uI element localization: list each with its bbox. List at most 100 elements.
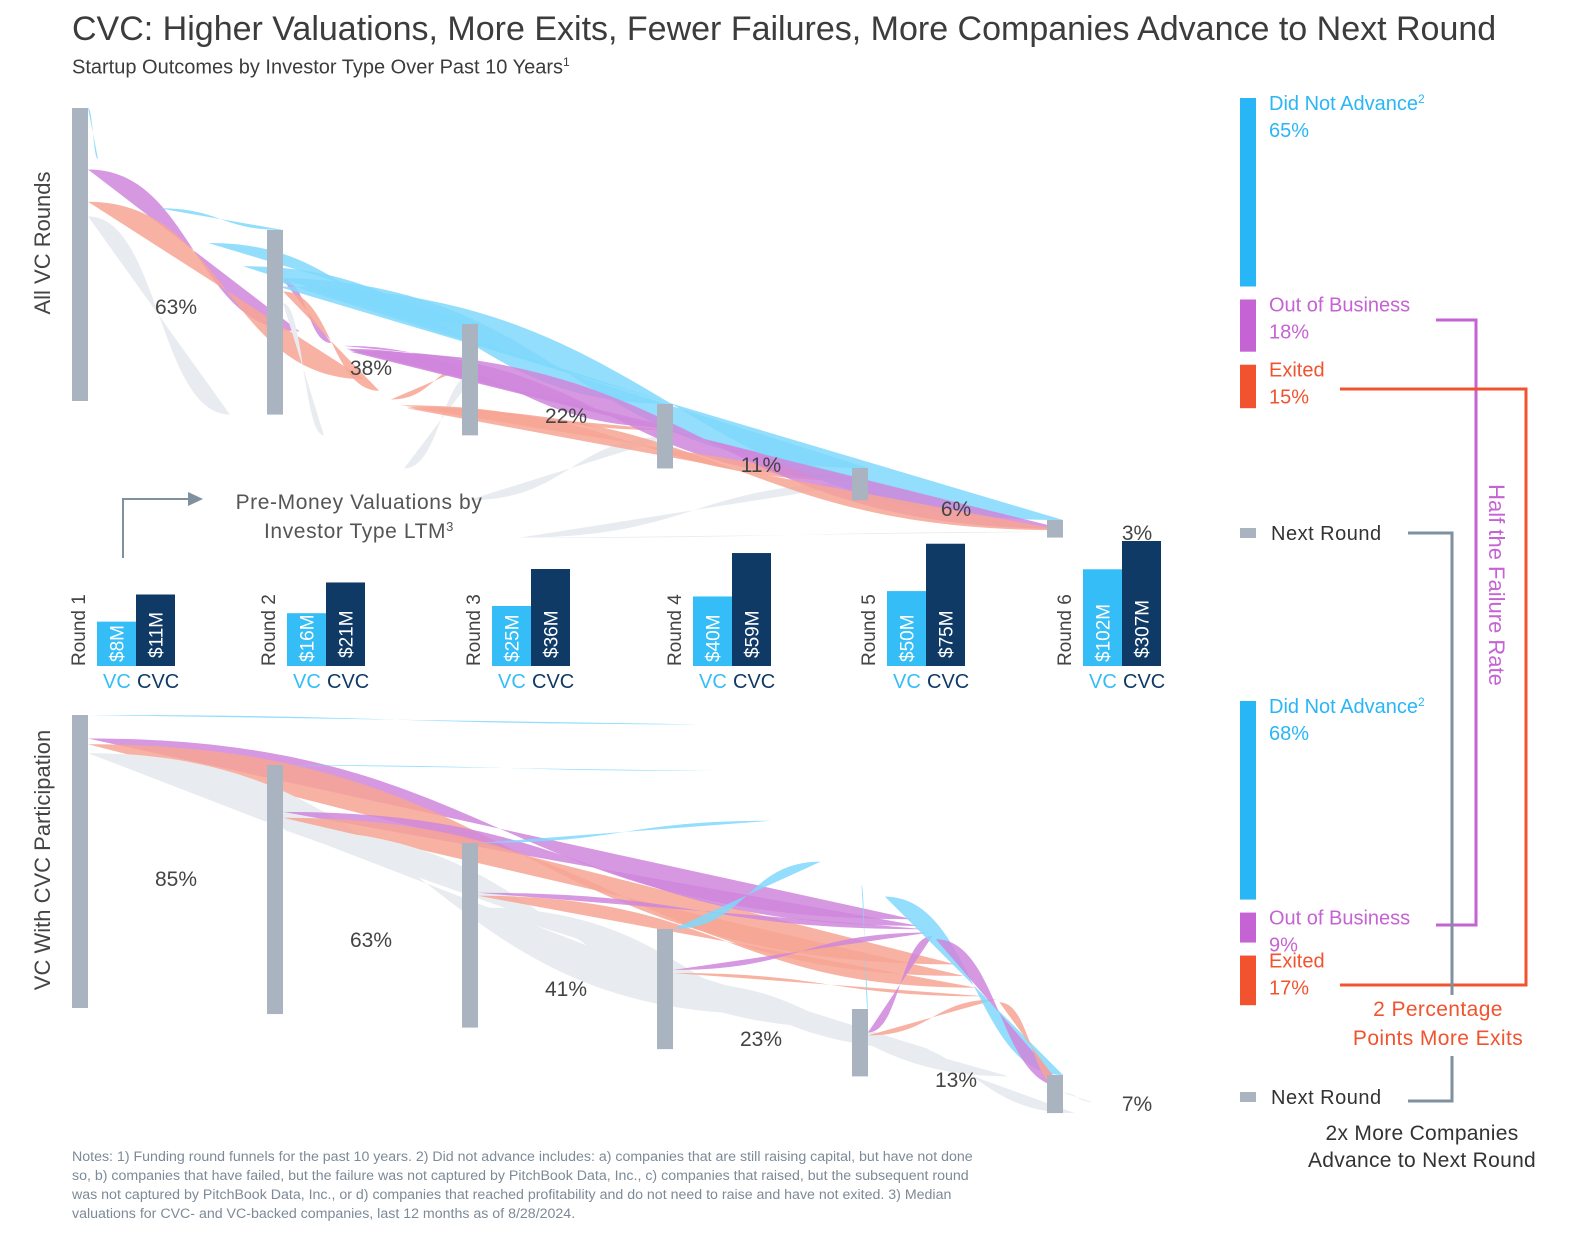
stage-percent-label: 11% (741, 454, 781, 477)
stage-percent-label: 23% (740, 1028, 782, 1051)
stage-bar-round-3 (462, 843, 478, 1028)
flow-out-of-business-round-1 (88, 169, 300, 332)
cvc-valuation-bar (326, 582, 365, 666)
cvc-legend-label: CVC (327, 671, 369, 693)
footnote-line: valuations for CVC- and VC-backed compan… (72, 1206, 576, 1222)
flows (88, 715, 1092, 1114)
cvc-valuation-bar (1122, 541, 1161, 666)
flow-exited-round-2 (283, 291, 380, 391)
out-of-business-label: Out of Business (1269, 908, 1410, 930)
flow-exited-round-6 (406, 408, 1063, 531)
footnotes: Notes: 1) Funding round funnels for the … (72, 1148, 1162, 1224)
stage-bar-round-2 (267, 230, 283, 415)
stage-bar-round-5 (852, 468, 868, 501)
stage-percent-label: 38% (350, 357, 392, 380)
flows (88, 108, 1063, 538)
round-label: Round 3 (464, 594, 485, 666)
panel-vc-with-cvc: 85% 63% 41% 23% 13% 7% Did Not Advance2 68% Out … (30, 695, 1425, 1116)
cvc-valuation-label: $307M (1133, 600, 1154, 658)
cvc-valuation-label: $75M (937, 610, 958, 658)
footnote-ref: 3 (446, 519, 454, 534)
exited-node (1240, 364, 1256, 409)
more-advance-line1: 2x More Companies (1325, 1122, 1518, 1145)
vc-valuation-label: $50M (898, 614, 919, 662)
stage-percent-label: 22% (545, 405, 587, 428)
vc-valuation-label: $8M (108, 625, 129, 662)
vc-valuation-bar (693, 596, 732, 666)
flow-exited-round-3 (478, 895, 976, 988)
cvc-legend-label: CVC (927, 671, 969, 693)
stage-percent-label: 7% (1122, 1093, 1152, 1116)
flow-out-of-business-round-5 (868, 935, 933, 1033)
valuation-title-line2: Investor Type LTM3 (264, 519, 454, 543)
next-round-node (1240, 528, 1256, 538)
next-round-label: Next Round (1271, 1087, 1382, 1109)
flow-did-not-advance-round-1 (88, 715, 701, 725)
stage-bar-round-2 (267, 765, 283, 1015)
footnote-ref: 2 (1418, 92, 1425, 106)
flow-did-not-advance-round-2 (283, 765, 725, 772)
flow-did-not-advance-round-2 (158, 208, 283, 230)
did-not-advance-node (1240, 701, 1256, 900)
did-not-advance-label: Did Not Advance2 (1269, 92, 1425, 115)
flow-out-of-business-round-4 (673, 932, 930, 971)
round-label: Round 2 (259, 594, 280, 666)
round-label: Round 1 (69, 594, 90, 666)
chart-subtitle: Startup Outcomes by Investor Type Over P… (72, 55, 570, 80)
flow-out-of-business-round-6 (350, 351, 1063, 529)
vc-legend-label: VC (293, 671, 321, 693)
flow-advance-round-6 (528, 531, 1063, 538)
vc-legend-label: VC (1089, 671, 1117, 693)
out-of-business-value: 9% (1269, 935, 1298, 957)
flow-exited-round-4 (673, 972, 988, 997)
flow-exited-round-6 (999, 1002, 1063, 1090)
annotation-brackets: Half the Failure Rate 2 Percentage Points … (1308, 318, 1536, 1172)
did-not-advance-label: Did Not Advance2 (1269, 695, 1425, 718)
out-of-business-node (1240, 912, 1256, 943)
cvc-valuation-label: $11M (147, 612, 168, 658)
cvc-legend-label: CVC (532, 671, 574, 693)
vc-valuation-label: $25M (503, 614, 524, 662)
round-label: Round 4 (665, 594, 686, 666)
stage-percent-label: 85% (155, 868, 197, 891)
out-of-business-label: Out of Business (1269, 295, 1410, 317)
exited-label: Exited (1269, 951, 1325, 973)
stage-bar-round-1 (72, 715, 88, 1008)
subtitle-footnote-ref: 1 (563, 55, 570, 69)
round-label: Round 6 (1055, 594, 1076, 666)
more-exits-line2: Points More Exits (1353, 1027, 1523, 1050)
next-round-node (1240, 1092, 1256, 1102)
footnote-line: so, b) companies that have failed, but t… (72, 1168, 969, 1184)
out-of-business-value: 18% (1269, 322, 1309, 344)
exits-bracket (1340, 387, 1528, 987)
footnote-ref: 2 (1418, 695, 1425, 709)
stage-percent-label: 63% (155, 296, 197, 319)
stage-percent-label: 6% (941, 498, 971, 521)
flow-did-not-advance-round-6 (884, 896, 1063, 1075)
stage-bar-round-6 (1047, 520, 1063, 538)
flow-advance-round-3 (404, 370, 478, 469)
vc-legend-label: VC (103, 671, 131, 693)
flow-did-not-advance-round-3 (478, 820, 772, 843)
flow-exited-round-5 (868, 999, 997, 1036)
valuation-arrow-head (188, 492, 203, 506)
did-not-advance-value: 65% (1269, 120, 1309, 142)
half-failure-label: Half the Failure Rate (1484, 484, 1509, 686)
advance-bracket (1408, 531, 1454, 1103)
stage-bar-round-4 (657, 404, 673, 469)
cvc-valuation-label: $36M (542, 610, 563, 658)
valuation-bars: $8M $11M Round 1 VC CVC $16M $21M Round 2 VC CVC $… (69, 491, 1165, 693)
flow-exited-round-2 (283, 817, 965, 976)
subtitle-text: Startup Outcomes by Investor Type Over P… (72, 56, 563, 79)
flow-out-of-business-round-6 (935, 939, 1063, 1087)
flow-did-not-advance-round-6 (277, 286, 1063, 520)
vc-valuation-bar (287, 613, 326, 666)
cvc-valuation-bar (531, 569, 570, 666)
flow-advance-round-6 (1063, 1092, 1092, 1102)
cvc-valuation-label: $59M (743, 610, 764, 658)
chart-title: CVC: Higher Valuations, More Exits, Fewe… (72, 10, 1497, 48)
vc-valuation-label: $16M (298, 614, 319, 662)
out-of-business-node (1240, 299, 1256, 352)
vc-valuation-bar (1083, 569, 1122, 666)
